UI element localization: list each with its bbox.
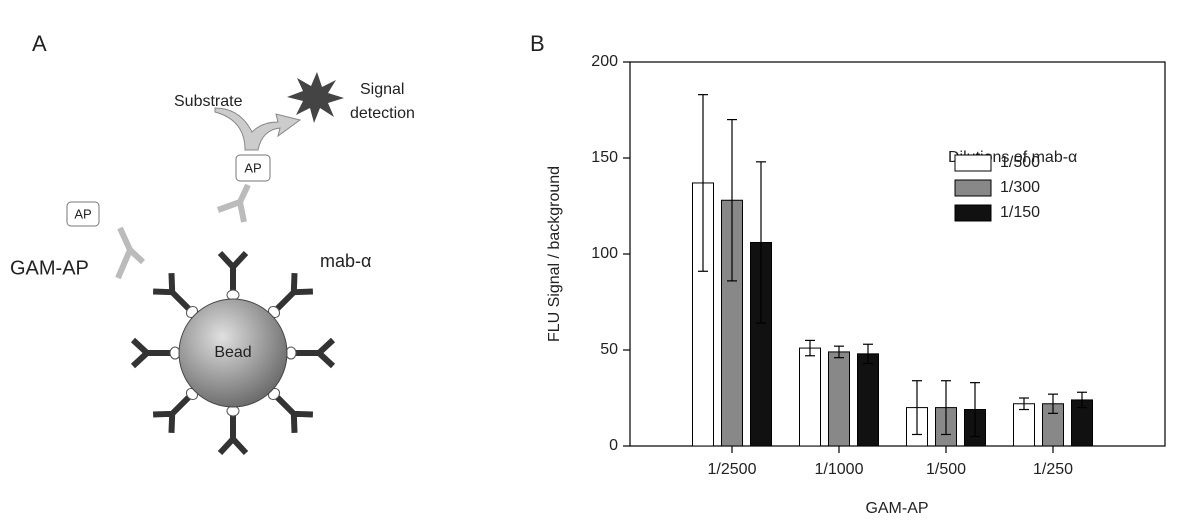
x-tick-label: 1/1000 — [815, 461, 864, 478]
x-tick-label: 1/500 — [926, 461, 966, 478]
legend-swatch — [954, 204, 992, 222]
ap-label: AP — [244, 160, 261, 175]
panel-label: A — [32, 31, 47, 56]
gam-ap-antibody — [115, 226, 146, 280]
bead-antibodies — [130, 250, 336, 456]
legend-swatch — [954, 154, 992, 172]
bar — [857, 353, 879, 447]
x-axis-label: GAM-AP — [865, 500, 928, 517]
y-tick-label: 200 — [591, 53, 618, 70]
panel-a: A Bead mab-α AP GAM-AP AP Substrate Sign… — [10, 31, 415, 456]
legend-label: 1/150 — [1000, 204, 1040, 221]
signal-label: Signal — [360, 81, 404, 98]
ap-box — [66, 201, 100, 227]
bead — [178, 298, 288, 408]
legend-label: 1/500 — [1000, 154, 1040, 171]
mab-label: mab-α — [320, 251, 371, 271]
legend-label: 1/300 — [1000, 179, 1040, 196]
panel-label: B — [530, 31, 545, 56]
gam-ap-label: GAM-AP — [10, 257, 89, 279]
bead-label: Bead — [214, 344, 251, 361]
substrate-label: Substrate — [174, 93, 243, 110]
ap-box — [235, 154, 271, 182]
bound-antibody — [216, 183, 251, 223]
x-tick-label: 1/250 — [1033, 461, 1073, 478]
y-tick-label: 0 — [609, 437, 618, 454]
legend-swatch — [954, 179, 992, 197]
bar — [799, 347, 821, 447]
ap-label: AP — [74, 206, 91, 221]
y-tick-label: 50 — [600, 341, 618, 358]
y-tick-label: 150 — [591, 149, 618, 166]
y-tick-label: 100 — [591, 245, 618, 262]
reaction-arrow — [214, 107, 302, 151]
y-axis-label: FLU Signal / background — [546, 166, 563, 342]
panel-b: B FLU Signal / background GAM-AP Dilutio… — [530, 31, 1166, 517]
detection-label: detection — [350, 105, 415, 122]
signal-star — [287, 72, 344, 123]
bar — [828, 351, 850, 447]
x-tick-label: 1/2500 — [708, 461, 757, 478]
